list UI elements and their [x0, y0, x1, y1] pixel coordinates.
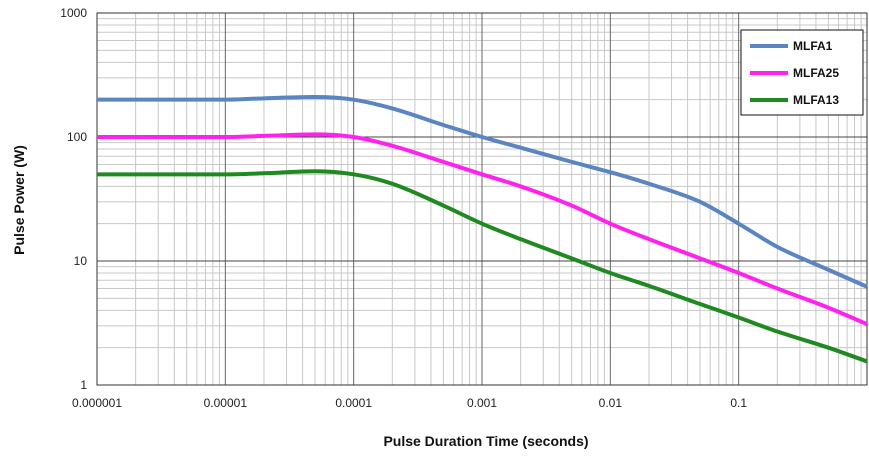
legend-label-mlfa25: MLFA25 — [793, 66, 839, 80]
y-tick-label: 1000 — [60, 6, 87, 20]
x-tick-label: 0.000001 — [72, 396, 122, 410]
series-line-mlfa13 — [96, 169, 868, 364]
x-tick-label: 0.0001 — [335, 396, 372, 410]
x-tick-label: 0.001 — [467, 396, 497, 410]
x-tick-labels: 0.000001 0.00001 0.0001 0.001 0.01 0.1 — [72, 396, 747, 410]
y-tick-label: 10 — [74, 254, 88, 268]
legend: MLFA1 MLFA25 MLFA13 — [740, 29, 864, 116]
y-tick-labels: 1 10 100 1000 — [60, 6, 87, 392]
series-line-mlfa25 — [96, 132, 868, 326]
y-axis-title: Pulse Power (W) — [11, 145, 27, 255]
y-tick-label: 1 — [80, 378, 87, 392]
x-tick-label: 0.1 — [730, 396, 747, 410]
x-axis-title: Pulse Duration Time (seconds) — [383, 433, 588, 449]
series-lines — [96, 95, 868, 364]
legend-label-mlfa1: MLFA1 — [793, 39, 833, 53]
legend-label-mlfa13: MLFA13 — [793, 93, 839, 107]
series-line-mlfa1 — [97, 95, 868, 289]
x-tick-label: 0.01 — [599, 396, 623, 410]
y-tick-label: 100 — [67, 130, 87, 144]
x-tick-label: 0.00001 — [204, 396, 248, 410]
plot-frame — [96, 12, 868, 386]
